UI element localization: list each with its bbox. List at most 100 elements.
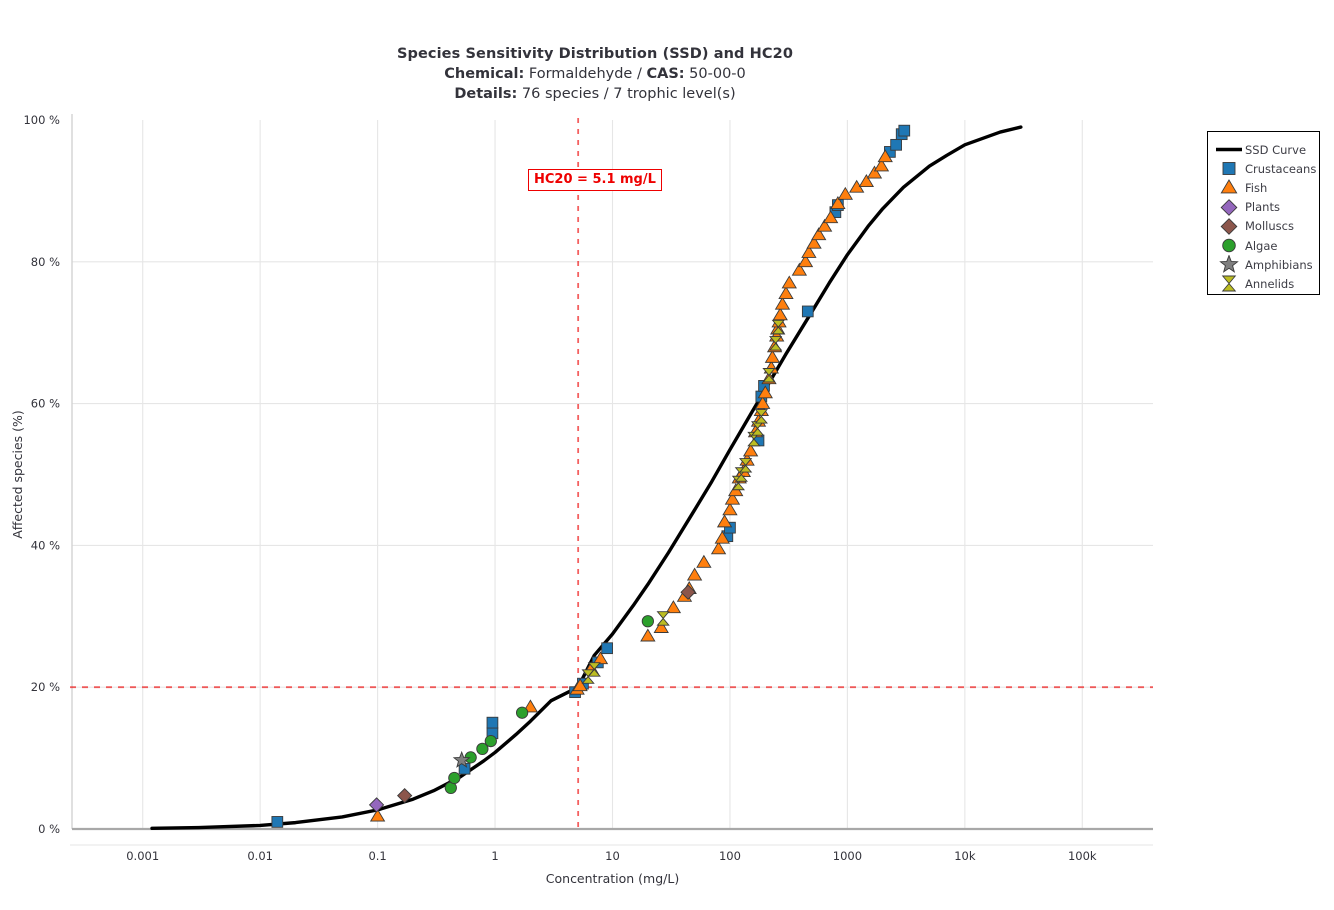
data-point-circle — [476, 742, 489, 756]
legend-item-annelids[interactable]: Annelids — [1216, 274, 1313, 293]
data-point-triangle — [714, 530, 730, 544]
data-point-triangle — [722, 502, 738, 516]
data-point-diamond — [368, 797, 385, 813]
data-point-triangle — [665, 600, 682, 614]
data-point-square — [801, 305, 814, 318]
line-icon — [1216, 140, 1242, 159]
triangle-glyph — [1220, 179, 1238, 194]
cas-label: CAS: — [646, 66, 685, 82]
series-plants — [368, 797, 385, 813]
legend-label: SSD Curve — [1245, 142, 1307, 157]
legend-label: Amphibians — [1245, 257, 1313, 272]
data-point-hourglass — [762, 368, 776, 383]
square-icon — [1216, 159, 1242, 178]
data-point-triangle — [816, 218, 833, 232]
hourglass-icon — [1216, 274, 1242, 293]
data-point-triangle — [837, 186, 853, 200]
data-point-circle — [641, 615, 654, 628]
data-point-triangle — [742, 443, 759, 457]
series-algae — [444, 615, 654, 794]
x-tick-label: 0.1 — [368, 849, 386, 863]
circle-icon — [1216, 236, 1242, 255]
diamond-glyph — [1220, 198, 1238, 216]
data-point-triangle — [369, 808, 386, 822]
star-icon — [1216, 255, 1242, 274]
y-tick-label: 60 % — [31, 397, 60, 411]
data-point-circle — [448, 771, 461, 785]
chart-subtitle-details: Details: 76 species / 7 trophic level(s) — [0, 84, 1190, 104]
x-tick-label: 100 — [719, 849, 741, 863]
x-tick-label: 10 — [605, 849, 620, 863]
data-point-triangle — [873, 158, 890, 172]
chart-main-title: Species Sensitivity Distribution (SSD) a… — [396, 46, 794, 62]
data-point-triangle — [866, 165, 883, 179]
chart-title-block: Species Sensitivity Distribution (SSD) a… — [0, 44, 1190, 104]
data-point-circle — [484, 734, 497, 748]
diamond-icon — [1216, 198, 1242, 217]
x-tick-label: 10k — [954, 849, 976, 863]
data-point-triangle — [686, 567, 703, 581]
hourglass-glyph — [1221, 275, 1237, 292]
data-point-triangle — [774, 296, 791, 310]
chart-legend: SSD Curve Crustaceans Fish Plants Molluscs Al… — [1207, 131, 1320, 295]
data-point-triangle — [572, 678, 588, 692]
data-point-hourglass — [754, 409, 768, 424]
x-tick-label: 0.001 — [126, 849, 159, 863]
chart-subtitle-chemical: Chemical: Formaldehyde / CAS: 50-00-0 — [0, 64, 1190, 84]
data-point-diamond — [680, 584, 696, 600]
data-point-square — [271, 816, 284, 828]
data-point-triangle — [806, 235, 822, 249]
legend-item-amphibians[interactable]: Amphibians — [1216, 255, 1313, 274]
data-point-hourglass — [771, 319, 785, 335]
data-point-hourglass — [769, 336, 783, 351]
data-point-triangle — [797, 254, 814, 268]
data-point-square — [601, 642, 613, 655]
legend-item-fish[interactable]: Fish — [1216, 178, 1313, 197]
chemical-value: Formaldehyde / — [524, 66, 647, 82]
data-point-triangle — [696, 554, 712, 568]
y-axis-tick-labels: 0 % 20 % 40 % 60 % 80 % 100 % — [23, 113, 60, 836]
legend-item-plants[interactable]: Plants — [1216, 198, 1313, 217]
data-point-square — [898, 124, 911, 137]
x-tick-label: 1 — [491, 849, 498, 863]
legend-label: Annelids — [1245, 276, 1295, 291]
legend-label: Plants — [1245, 200, 1280, 215]
series-amphibians — [452, 750, 471, 768]
axis-frame — [70, 114, 1153, 846]
data-point-triangle — [791, 262, 808, 276]
data-point-diamond — [397, 788, 413, 804]
data-point-triangle — [822, 210, 839, 224]
ssd-curve — [150, 125, 1023, 830]
details-value: 76 species / 7 trophic level(s) — [517, 86, 736, 102]
details-label: Details: — [454, 86, 518, 102]
data-point-circle — [515, 706, 529, 719]
data-point-triangle — [710, 541, 727, 555]
series-annelids — [581, 319, 785, 684]
data-point-triangle — [592, 651, 609, 665]
x-axis-tick-labels: 0.001 0.01 0.1 1 10 100 1000 10k 100k — [126, 849, 1097, 863]
legend-label: Algae — [1245, 238, 1278, 253]
x-tick-label: 100k — [1068, 849, 1097, 863]
diamond-icon — [1216, 217, 1242, 236]
data-point-triangle — [640, 628, 656, 642]
legend-label: Crustaceans — [1245, 161, 1317, 176]
data-point-triangle — [830, 196, 846, 209]
series-crustaceans — [271, 124, 911, 828]
data-point-square — [890, 138, 902, 151]
square-glyph — [1222, 162, 1236, 176]
legend-item-algae[interactable]: Algae — [1216, 236, 1313, 255]
data-point-triangle — [724, 491, 741, 505]
legend-label: Fish — [1245, 180, 1268, 195]
legend-item-crustaceans[interactable]: Crustaceans — [1216, 159, 1317, 178]
legend-item-ssd-curve[interactable]: SSD Curve — [1216, 140, 1313, 159]
data-point-triangle — [778, 286, 794, 300]
data-point-hourglass — [587, 662, 601, 677]
data-point-triangle — [757, 385, 773, 399]
y-tick-label: 20 % — [31, 680, 60, 694]
data-point-triangle — [858, 174, 875, 187]
cas-value: 50-00-0 — [684, 66, 746, 82]
diamond-glyph — [1220, 217, 1238, 235]
data-point-square — [724, 521, 736, 534]
legend-item-molluscs[interactable]: Molluscs — [1216, 217, 1313, 236]
